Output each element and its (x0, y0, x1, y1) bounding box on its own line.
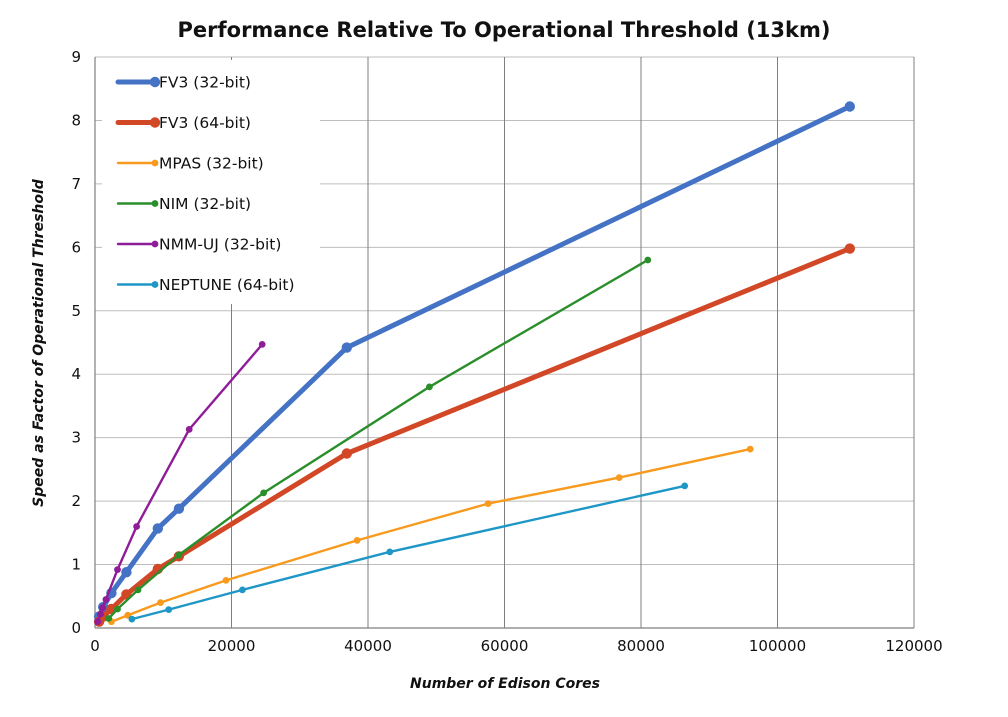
data-point (152, 523, 163, 534)
legend-label: FV3 (64-bit) (159, 114, 251, 132)
data-point (128, 615, 136, 623)
x-tick-label: 100000 (749, 637, 806, 655)
x-tick-label: 120000 (885, 637, 942, 655)
legend-marker (151, 281, 159, 288)
data-point (258, 341, 266, 348)
data-point (105, 615, 113, 622)
data-point (426, 383, 433, 391)
y-tick-label: 2 (71, 492, 81, 510)
data-point (102, 596, 110, 603)
data-point (353, 537, 361, 544)
legend-label: NEPTUNE (64-bit) (159, 276, 295, 294)
data-point (134, 586, 142, 594)
y-tick-label: 3 (71, 429, 81, 447)
data-point (121, 567, 132, 578)
legend-marker (151, 159, 159, 167)
y-tick-label: 5 (71, 302, 81, 320)
legend-label: NIM (32-bit) (159, 195, 251, 213)
x-tick-label: 20000 (208, 637, 256, 655)
data-point (386, 548, 394, 556)
data-point (173, 503, 185, 514)
y-tick-label: 9 (71, 48, 81, 66)
data-point (175, 551, 183, 559)
data-point (644, 256, 652, 264)
data-point (239, 586, 246, 594)
legend-item-mpas-32-bit: MPAS (32-bit) (116, 155, 264, 173)
legend-marker (149, 117, 161, 128)
y-tick-label: 6 (71, 238, 81, 256)
legend-item-fv3-64-bit: FV3 (64-bit) (115, 114, 251, 132)
data-point (615, 474, 623, 481)
x-tick-label: 80000 (617, 637, 665, 655)
legend: FV3 (32-bit) FV3 (64-bit) MPAS (32-bit) NIM… (102, 60, 320, 304)
series-line (96, 246, 853, 625)
data-point (681, 482, 689, 490)
data-point (222, 577, 230, 584)
series-line (130, 484, 686, 621)
x-tick-label: 40000 (344, 637, 392, 655)
series-line (110, 447, 752, 623)
legend-item-nim-32-bit: NIM (32-bit) (116, 195, 251, 213)
legend-label: FV3 (32-bit) (159, 74, 251, 92)
data-point (260, 489, 267, 497)
data-point (185, 426, 193, 433)
chart-title: Performance Relative To Operational Thre… (177, 18, 831, 42)
data-point (157, 599, 164, 606)
y-tick-label: 0 (71, 619, 81, 637)
x-axis-title: Number of Edison Cores (410, 676, 600, 692)
legend-label: NMM-UJ (32-bit) (159, 236, 281, 254)
data-point (484, 500, 492, 507)
data-point (844, 243, 855, 254)
data-point (114, 566, 121, 573)
data-point (99, 604, 106, 612)
series-nim-32-bit (105, 256, 652, 622)
data-point (341, 448, 352, 459)
legend-background (102, 60, 320, 304)
y-tick-label: 7 (71, 175, 81, 193)
y-tick-label: 8 (71, 111, 81, 129)
legend-marker (151, 240, 159, 248)
data-point (133, 523, 141, 530)
legend-item-nmm-uj-32-bit: NMM-UJ (32-bit) (116, 236, 281, 254)
series-neptune-64-bit (128, 482, 689, 623)
legend-marker (151, 200, 159, 207)
data-point (746, 445, 754, 453)
data-point (165, 606, 173, 613)
legend-item-neptune-64-bit: NEPTUNE (64-bit) (116, 276, 295, 294)
data-point (341, 342, 352, 353)
legend-label: MPAS (32-bit) (159, 155, 264, 173)
x-tick-label: 60000 (481, 637, 529, 655)
x-tick-label: 0 (90, 637, 100, 655)
data-point (114, 605, 121, 613)
data-point (97, 610, 104, 618)
series-layer (93, 101, 855, 627)
legend-marker (149, 76, 161, 88)
data-point (844, 101, 855, 112)
y-tick-label: 1 (71, 556, 81, 574)
legend-item-fv3-32-bit: FV3 (32-bit) (115, 74, 251, 92)
series-nmm-uj-32-bit (94, 341, 266, 626)
axes: 0 1 2 3 4 5 6 7 8 9 0 20000 40000 60000 80000 100000 120… (71, 48, 942, 655)
y-tick-label: 4 (71, 365, 81, 383)
data-point (94, 618, 102, 626)
